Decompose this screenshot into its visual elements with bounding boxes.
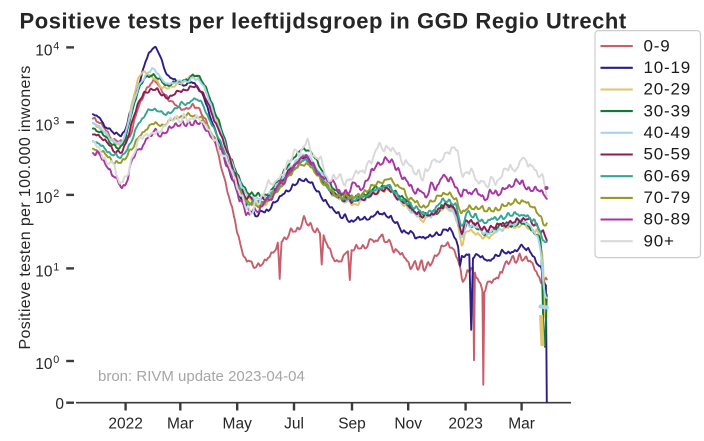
svg-text:0: 0 xyxy=(55,396,64,413)
svg-text:Mar: Mar xyxy=(167,415,194,432)
svg-text:2023: 2023 xyxy=(448,415,482,432)
svg-text:2022: 2022 xyxy=(108,415,142,432)
svg-text:30-39: 30-39 xyxy=(644,101,691,120)
svg-text:1: 1 xyxy=(53,262,59,274)
svg-text:bron: RIVM update 2023-04-04: bron: RIVM update 2023-04-04 xyxy=(98,368,305,385)
svg-text:4: 4 xyxy=(53,41,59,53)
svg-text:0-9: 0-9 xyxy=(644,36,671,55)
svg-text:Positieve tests per leeftijdsg: Positieve tests per leeftijdsgroep in GG… xyxy=(20,9,627,34)
svg-text:80-89: 80-89 xyxy=(644,210,691,229)
svg-text:Nov: Nov xyxy=(394,415,422,432)
svg-text:10: 10 xyxy=(35,117,53,134)
svg-text:10-19: 10-19 xyxy=(644,58,691,77)
svg-text:2: 2 xyxy=(53,188,59,200)
svg-text:Mar: Mar xyxy=(508,415,535,432)
svg-text:10: 10 xyxy=(35,263,53,280)
svg-text:May: May xyxy=(223,415,253,432)
svg-text:40-49: 40-49 xyxy=(644,123,691,142)
svg-text:Sep: Sep xyxy=(338,415,366,432)
svg-text:3: 3 xyxy=(53,116,59,128)
svg-text:10: 10 xyxy=(35,42,53,59)
svg-text:70-79: 70-79 xyxy=(644,188,691,207)
svg-text:60-69: 60-69 xyxy=(644,166,691,185)
svg-text:10: 10 xyxy=(35,356,53,373)
svg-text:10: 10 xyxy=(35,190,53,207)
svg-text:Positieve testen per 100.000 i: Positieve testen per 100.000 inwoners xyxy=(17,65,34,349)
svg-text:90+: 90+ xyxy=(644,231,675,250)
svg-text:Jul: Jul xyxy=(284,415,304,432)
svg-text:50-59: 50-59 xyxy=(644,145,691,164)
svg-text:0: 0 xyxy=(53,354,59,366)
svg-text:20-29: 20-29 xyxy=(644,80,691,99)
